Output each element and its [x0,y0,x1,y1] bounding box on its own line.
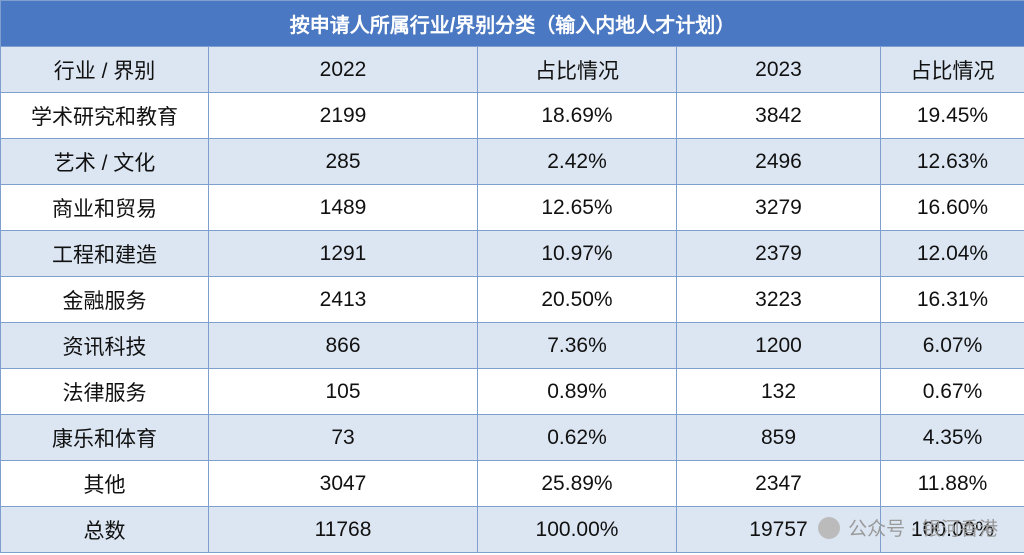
table-cell: 2496 [676,138,881,185]
table-cell: 0.89% [477,368,677,415]
table-cell: 2199 [208,92,478,139]
table-cell: 16.31% [880,276,1024,323]
table-cell: 859 [676,414,881,461]
table-cell: 18.69% [477,92,677,139]
table-cell: 1489 [208,184,478,231]
table-row: 金融服务 2413 20.50% 3223 16.31% [0,276,1024,323]
table-cell: 132 [676,368,881,415]
table-cell: 7.36% [477,322,677,369]
table-cell: 2.42% [477,138,677,185]
table-cell: 19757 [676,506,881,553]
table-cell: 商业和贸易 [0,184,209,231]
table-cell: 285 [208,138,478,185]
table-title: 按申请人所属行业/界别分类（输入内地人才计划） [0,0,1024,47]
table-cell: 3279 [676,184,881,231]
table-cell: 工程和建造 [0,230,209,277]
header-cell: 2023 [676,46,881,93]
table-cell: 4.35% [880,414,1024,461]
table-cell: 0.67% [880,368,1024,415]
header-row: 行业 / 界别 2022 占比情况 2023 占比情况 [0,46,1024,93]
table-cell: 2379 [676,230,881,277]
table-cell: 12.04% [880,230,1024,277]
table-cell: 6.07% [880,322,1024,369]
table-cell: 866 [208,322,478,369]
table-cell: 100.00% [880,506,1024,553]
header-cell: 2022 [208,46,478,93]
table-cell: 12.63% [880,138,1024,185]
table-cell: 11.88% [880,460,1024,507]
table-row: 学术研究和教育 2199 18.69% 3842 19.45% [0,92,1024,139]
table-row: 总数 11768 100.00% 19757 100.00% [0,506,1024,553]
table-cell: 19.45% [880,92,1024,139]
table-cell: 20.50% [477,276,677,323]
header-cell: 占比情况 [880,46,1024,93]
table-cell: 金融服务 [0,276,209,323]
table-cell: 105 [208,368,478,415]
watermark-text: 公众号 · 银河香港 [848,519,998,540]
table-cell: 12.65% [477,184,677,231]
header-cell: 行业 / 界别 [0,46,209,93]
table-cell: 10.97% [477,230,677,277]
table-cell: 0.62% [477,414,677,461]
table-body: 学术研究和教育 2199 18.69% 3842 19.45% 艺术 / 文化 285 2.4… [0,92,1024,553]
table-cell: 其他 [0,460,209,507]
header-cell: 占比情况 [477,46,677,93]
table-cell: 2413 [208,276,478,323]
table-row: 商业和贸易 1489 12.65% 3279 16.60% [0,184,1024,231]
table-cell: 100.00% [477,506,677,553]
table-cell: 总数 [0,506,209,553]
table-row: 其他 3047 25.89% 2347 11.88% [0,460,1024,507]
table-cell: 1200 [676,322,881,369]
table-cell: 11768 [208,506,478,553]
watermark: 公众号 · 银河香港 [818,514,998,541]
table-row: 工程和建造 1291 10.97% 2379 12.04% [0,230,1024,277]
watermark-icon [818,516,841,539]
table-cell: 73 [208,414,478,461]
table-cell: 25.89% [477,460,677,507]
table-cell: 3223 [676,276,881,323]
table-cell: 3047 [208,460,478,507]
table-cell: 资讯科技 [0,322,209,369]
table-cell: 艺术 / 文化 [0,138,209,185]
table-cell: 3842 [676,92,881,139]
table-cell: 学术研究和教育 [0,92,209,139]
table-row: 资讯科技 866 7.36% 1200 6.07% [0,322,1024,369]
table-cell: 16.60% [880,184,1024,231]
table-row: 康乐和体育 73 0.62% 859 4.35% [0,414,1024,461]
table-row: 法律服务 105 0.89% 132 0.67% [0,368,1024,415]
table-row: 艺术 / 文化 285 2.42% 2496 12.63% [0,138,1024,185]
table-cell: 1291 [208,230,478,277]
table-cell: 2347 [676,460,881,507]
table-cell: 法律服务 [0,368,209,415]
table-cell: 康乐和体育 [0,414,209,461]
